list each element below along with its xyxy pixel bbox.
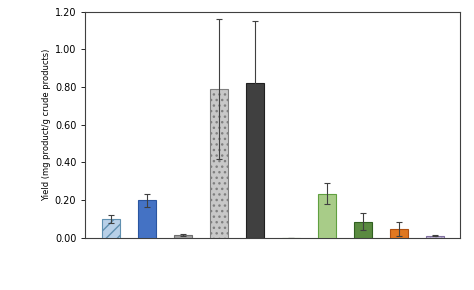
Bar [354,222,372,238]
Bar [246,83,264,238]
Bar [137,200,155,238]
Bar [390,229,408,238]
Bar [101,219,119,238]
Bar [318,193,336,238]
Y-axis label: Yield (mg product/g crude products): Yield (mg product/g crude products) [42,48,51,201]
Bar [173,235,191,238]
Bar [210,89,228,238]
Bar [426,235,444,238]
